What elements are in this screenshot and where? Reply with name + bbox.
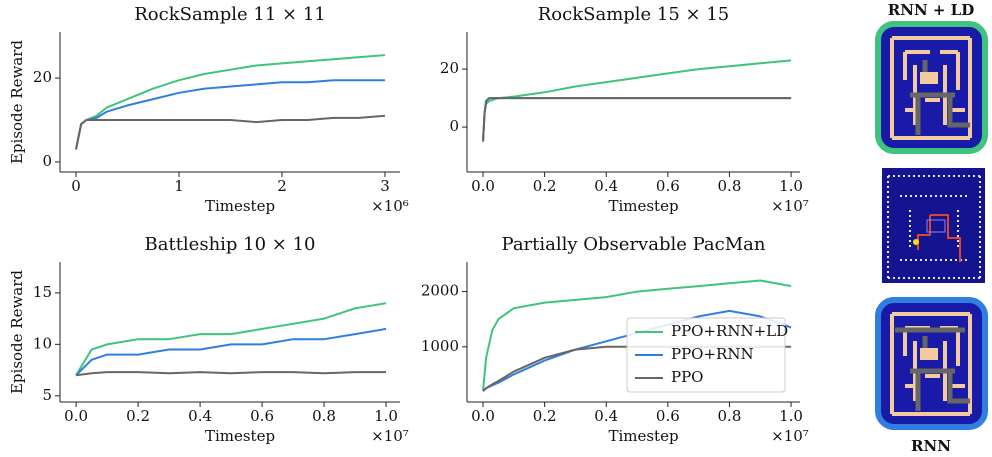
x-tick-label: 3 (380, 177, 390, 195)
chart: RockSample 11 × 11 0 20 0 1 2 3 Timestep ×10⁶ Epi… (8, 4, 409, 215)
x-tick-label: 0 (71, 177, 81, 195)
x-axis-label: Timestep (205, 427, 275, 445)
series-line (482, 97, 792, 142)
chart-title: RockSample 11 × 11 (134, 4, 326, 25)
y-tick-label: 0 (449, 117, 459, 135)
x-multiplier: ×10⁷ (771, 427, 809, 445)
maze-box (920, 348, 938, 360)
y-tick-label: 10 (33, 334, 52, 352)
y-tick-label: 20 (33, 68, 52, 86)
x-tick-label: 1.0 (374, 407, 398, 425)
x-tick-label: 0.6 (656, 407, 680, 425)
x-tick-label: 0.8 (312, 407, 336, 425)
maze-panels: RNN + LD RNN (875, 1, 988, 455)
x-tick-label: 0.4 (188, 407, 212, 425)
pacman-dots (887, 175, 981, 279)
y-tick-label: 0 (42, 152, 52, 170)
maze-path (910, 60, 970, 135)
series-line (75, 327, 387, 376)
x-axis-label: Timestep (205, 197, 275, 215)
x-tick-label: 0.8 (718, 407, 742, 425)
series-line (482, 59, 792, 142)
y-tick-label: 1000 (421, 337, 459, 355)
chart-title: RockSample 15 × 15 (538, 4, 730, 25)
y-tick-label: 2000 (421, 282, 459, 300)
x-tick-label: 0.0 (471, 177, 495, 195)
x-axis-label: Timestep (608, 197, 678, 215)
series-line (75, 114, 386, 150)
x-tick-label: 0.0 (64, 407, 88, 425)
series-line (75, 302, 387, 376)
series-line (482, 279, 792, 392)
x-tick-label: 0.4 (594, 407, 618, 425)
chart: RockSample 15 × 15 0 20 0.0 0.2 0.4 0.6 0.8 1.0 T… (440, 4, 809, 215)
x-multiplier: ×10⁷ (371, 427, 409, 445)
legend-box (626, 317, 786, 393)
panel-label: RNN + LD (888, 1, 974, 19)
x-tick-label: 0.0 (471, 407, 495, 425)
series-line (75, 371, 387, 377)
chart: Battleship 10 × 10 5 10 15 0.0 0.2 0.4 0.6 0.8 1.… (8, 234, 409, 445)
x-tick-label: 2 (277, 177, 287, 195)
series-line (482, 97, 792, 142)
y-tick-label: 15 (33, 283, 52, 301)
chart: Partially Observable PacMan 1000 2000 0.0 0.… (421, 234, 809, 445)
series-line (482, 309, 792, 392)
chart-title: Battleship 10 × 10 (145, 234, 316, 255)
y-axis-label: Episode Reward (8, 40, 26, 164)
maze-path (895, 327, 970, 411)
x-tick-label: 0.8 (718, 177, 742, 195)
x-axis-label: Timestep (608, 427, 678, 445)
y-axis-label: Episode Reward (8, 270, 26, 394)
legend-label: PPO+RNN (671, 345, 754, 363)
legend-label: PPO+RNN+LD (671, 322, 788, 340)
x-multiplier: ×10⁶ (371, 197, 409, 215)
x-tick-label: 0.4 (594, 177, 618, 195)
y-tick-label: 20 (440, 59, 459, 77)
maze-box (920, 72, 938, 84)
x-tick-label: 1 (174, 177, 184, 195)
ghost-house (926, 219, 946, 233)
pacman-board (882, 168, 985, 283)
pacman (913, 239, 919, 245)
x-tick-label: 0.2 (533, 177, 557, 195)
legend: PPO+RNN+LD PPO+RNN PPO (626, 317, 788, 393)
x-tick-label: 1.0 (779, 177, 803, 195)
panel-label: RNN (911, 437, 951, 455)
x-tick-label: 0.6 (656, 177, 680, 195)
series-line (75, 79, 385, 150)
x-tick-label: 1.0 (779, 407, 803, 425)
x-tick-label: 0.2 (533, 407, 557, 425)
legend-label: PPO (671, 368, 703, 386)
chart-title: Partially Observable PacMan (502, 234, 766, 255)
y-tick-label: 5 (42, 386, 52, 404)
x-tick-label: 0.6 (250, 407, 274, 425)
series-line (75, 54, 386, 150)
x-tick-label: 0.2 (126, 407, 150, 425)
x-multiplier: ×10⁷ (771, 197, 809, 215)
